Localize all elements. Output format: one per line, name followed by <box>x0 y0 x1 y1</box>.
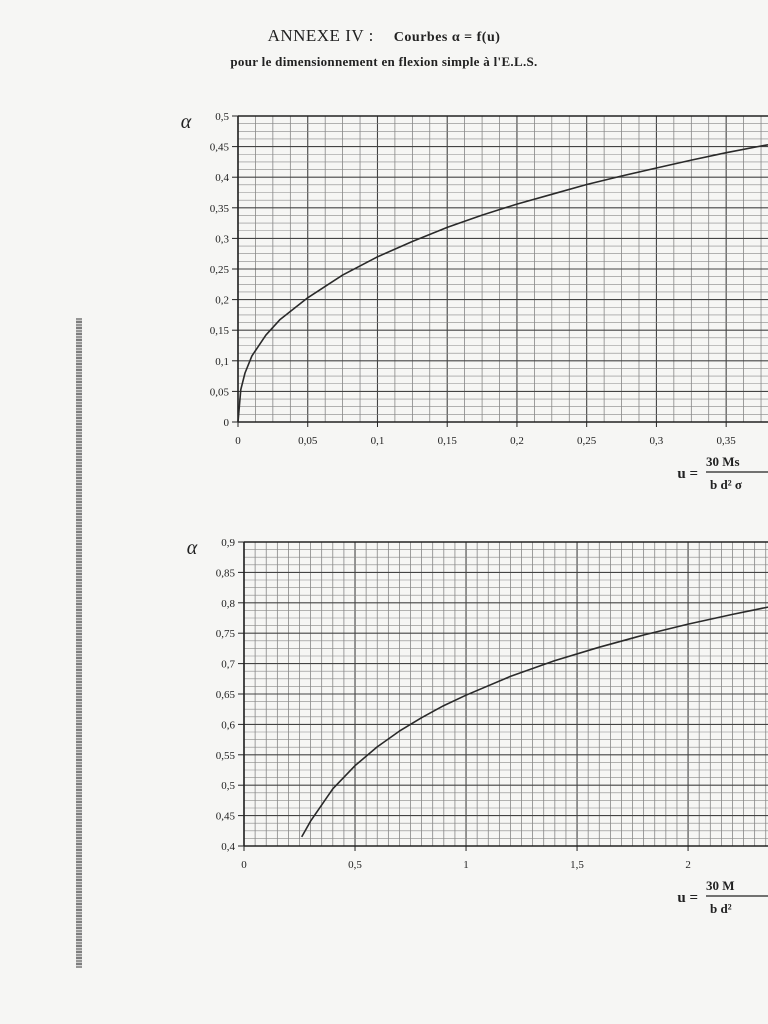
y-tick-label: 0,85 <box>216 567 236 579</box>
x-tick-label: 0 <box>235 435 241 447</box>
series-curve <box>237 144 768 423</box>
grid <box>237 115 768 423</box>
y-tick-label: 0,6 <box>221 719 235 731</box>
y-axis-label: α <box>181 111 192 133</box>
y-tick-label: 0,3 <box>215 233 229 245</box>
y-tick-label: 0,1 <box>215 356 229 368</box>
y-tick-label: 0,65 <box>216 689 236 701</box>
y-tick-label: 0,5 <box>215 111 229 123</box>
x-axis-label-numerator: 30 M <box>706 878 735 893</box>
x-tick-label: 0,05 <box>298 435 318 447</box>
x-tick-label: 1,5 <box>570 859 584 871</box>
y-tick-label: 0,4 <box>215 172 229 184</box>
y-tick-label: 0,2 <box>215 295 229 307</box>
x-axis-label-numerator: 30 Ms <box>706 454 740 469</box>
x-tick-label: 0 <box>241 859 247 871</box>
y-tick-label: 0,05 <box>210 386 230 398</box>
x-axis-label-denominator: b d² σ <box>710 477 742 492</box>
y-tick-label: 0,45 <box>216 811 236 823</box>
y-tick-label: 0,35 <box>210 203 230 215</box>
y-tick-label: 0,75 <box>216 628 236 640</box>
y-tick-label: 0,45 <box>210 142 230 154</box>
series-curve <box>301 606 768 838</box>
x-tick-label: 0,2 <box>510 435 524 447</box>
y-tick-label: 0,15 <box>210 325 230 337</box>
x-tick-label: 0,3 <box>650 435 664 447</box>
x-axis-label-denominator: b d² <box>710 901 732 916</box>
y-tick-label: 0,4 <box>221 841 235 853</box>
y-tick-label: 0,55 <box>216 750 236 762</box>
y-tick-label: 0,7 <box>221 659 235 671</box>
y-tick-label: 0,8 <box>221 598 235 610</box>
chart-alpha-small-u: 0 0,05 0,1 0,15 0,2 0,25 0,3 0,35 0,4 0,45 0,5 0 0,0… <box>181 111 768 492</box>
scan-artifact-line <box>76 318 82 968</box>
page-subtitle: pour le dimensionnement en flexion simpl… <box>230 54 538 69</box>
y-tick-label: 0,9 <box>221 537 235 549</box>
y-tick-label: 0,5 <box>221 780 235 792</box>
title-main: ANNEXE IV : <box>267 26 374 45</box>
x-tick-label: 0,5 <box>348 859 362 871</box>
x-axis-label: u = <box>677 890 698 906</box>
x-tick-label: 0,35 <box>717 435 737 447</box>
y-tick-label: 0 <box>224 417 230 429</box>
title-formula: Courbes α = f(u) <box>393 30 501 45</box>
x-axis-label: u = <box>677 466 698 482</box>
chart-alpha-large-u: 0,4 0,45 0,5 0,55 0,6 0,65 0,7 0,75 0,8 0,85 0,9 0 0… <box>187 537 768 916</box>
x-tick-label: 0,1 <box>371 435 385 447</box>
x-tick-label: 0,15 <box>438 435 458 447</box>
x-tick-label: 1 <box>463 859 469 871</box>
grid <box>243 541 768 847</box>
page-title: ANNEXE IV : Courbes α = f(u) <box>0 26 768 46</box>
y-tick-label: 0,25 <box>210 264 230 276</box>
x-tick-label: 2 <box>685 859 691 871</box>
y-axis-label: α <box>187 537 198 559</box>
x-tick-label: 0,25 <box>577 435 597 447</box>
